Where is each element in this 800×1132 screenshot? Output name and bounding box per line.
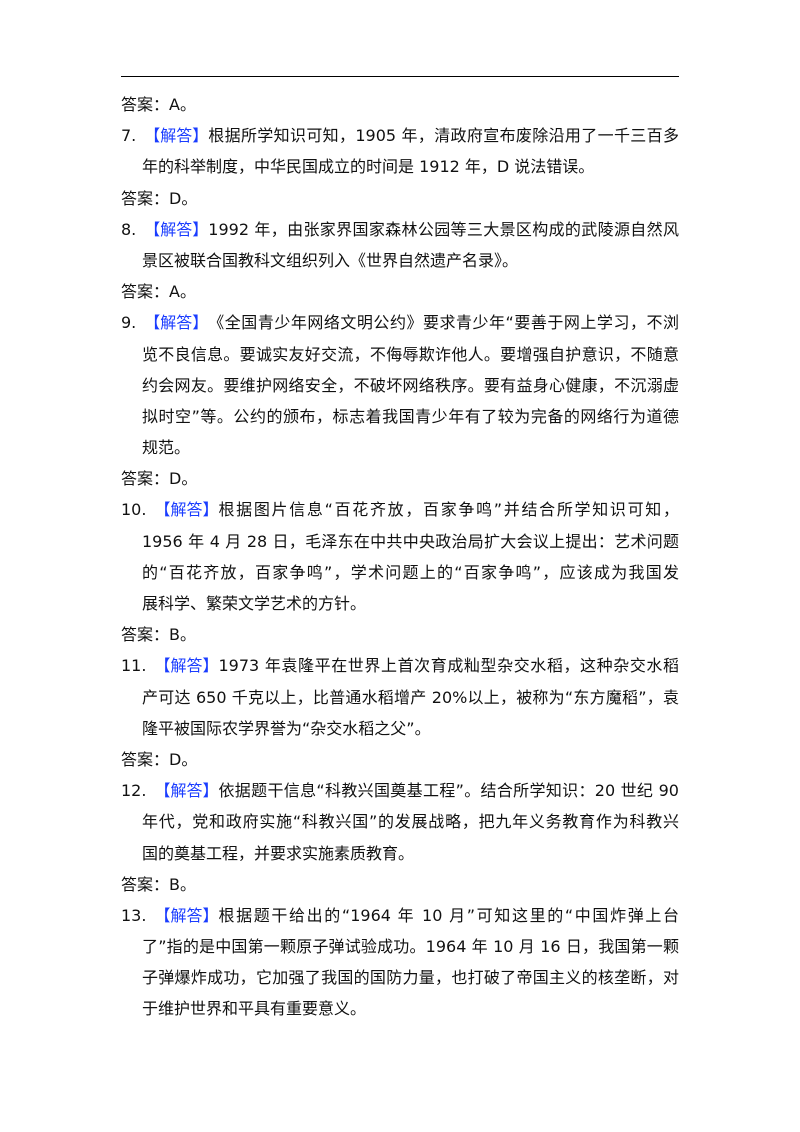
header-rule [121,76,679,77]
solution-text-line: 拟时空”等。公约的颁布，标志着我国青少年有了较为完备的网络行为道德 [142,406,679,426]
solution-text: 1973 年袁隆平在世界上首次育成籼型杂交水稻，这种杂交水稻亩 [218,656,679,676]
solution-label: 【解答】 [144,219,209,239]
solution-item: 9. 【解答】 《全国青少年网络文明公约》要求青少年“要善于网上学习，不浏 [121,307,679,338]
answer-line: 答案：A。 [121,95,196,114]
item-number: 12. [121,781,147,801]
solution-label: 【解答】 [154,500,219,520]
solution-item: 12. 【解答】 依据题干信息“科教兴国奠基工程”。结合所学知识：20 世纪 90 [121,775,679,806]
solution-text-line: 年的科举制度，中华民国成立的时间是 1912 年，D 说法错误。 [142,157,595,177]
answer-line: 答案：D。 [121,749,198,769]
solution-text: 根据题干给出的“1964 年 10 月”可知这里的“中国炸弹上台 [218,905,679,925]
solution-text: 《全国青少年网络文明公约》要求青少年“要善于网上学习，不浏 [208,313,679,333]
solution-text-line: 产可达 650 千克以上，比普通水稻增产 20%以上，被称为“东方魔稻”，袁 [142,687,679,707]
solution-text-line: 隆平被国际农学界誉为“杂交水稻之父”。 [142,718,431,738]
solution-text-line: 规范。 [142,438,191,458]
answer-line: 答案：D。 [121,469,198,489]
solution-text-line: 1956 年 4 月 28 日，毛泽东在中共中央政治局扩大会议上提出：艺术问题上 [142,531,679,551]
item-number: 11. [121,656,147,676]
answer-line: 答案：D。 [121,188,198,208]
solution-text-line: 的“百花齐放，百家争鸣”，学术问题上的“百家争鸣”，应该成为我国发 [142,562,679,582]
solution-item: 13. 【解答】 根据题干给出的“1964 年 10 月”可知这里的“中国炸弹上台 [121,900,679,931]
document-body: 答案：A。 7. 【解答】 根据所学知识可知，1905 年，清政府宣布废除沿用了一千… [121,89,679,1025]
solution-text: 依据题干信息“科教兴国奠基工程”。结合所学知识：20 世纪 90 [218,781,679,801]
solution-text-line: 国的奠基工程，并要求实施素质教育。 [142,843,415,863]
answer-line: 答案：B。 [121,874,196,894]
solution-label: 【解答】 [154,656,219,676]
solution-item: 11. 【解答】1973 年袁隆平在世界上首次育成籼型杂交水稻，这种杂交水稻亩 [121,650,679,681]
solution-text: 根据图片信息“百花齐放，百家争鸣”并结合所学知识可知， [218,500,679,520]
solution-text: 1992 年，由张家界国家森林公园等三大景区构成的武陵源自然风 [208,219,679,239]
item-number: 7. [121,126,137,146]
solution-label: 【解答】 [154,905,219,925]
solution-item: 7. 【解答】 根据所学知识可知，1905 年，清政府宣布废除沿用了一千三百多 [121,120,679,151]
solution-text-line: 了”指的是中国第一颗原子弹试验成功。1964 年 10 月 16 日，我国第一颗… [142,937,679,957]
item-number: 9. [121,313,137,333]
answer-line: 答案：A。 [121,282,196,302]
solution-text: 根据所学知识可知，1905 年，清政府宣布废除沿用了一千三百多 [208,126,679,146]
solution-item: 8. 【解答】 1992 年，由张家界国家森林公园等三大景区构成的武陵源自然风 [121,214,679,245]
solution-item: 10. 【解答】 根据图片信息“百花齐放，百家争鸣”并结合所学知识可知， [121,494,679,525]
solution-text-line: 于维护世界和平具有重要意义。 [142,999,367,1019]
solution-label: 【解答】 [144,313,209,333]
item-number: 13. [121,905,147,925]
solution-label: 【解答】 [154,781,219,801]
item-number: 8. [121,219,137,239]
solution-text-line: 年代，党和政府实施“科教兴国”的发展战略，把九年义务教育作为科教兴 [142,812,679,832]
solution-label: 【解答】 [144,126,209,146]
solution-text-line: 约会网友。要维护网络安全，不破坏网络秩序。要有益身心健康，不沉溺虚 [142,375,679,395]
solution-text-line: 子弹爆炸成功，它加强了我国的国防力量，也打破了帝国主义的核垄断，对 [142,968,679,988]
solution-text-line: 景区被联合国教科文组织列入《世界自然遗产名录》。 [142,250,519,270]
item-number: 10. [121,500,147,520]
answer-line: 答案：B。 [121,625,196,645]
solution-text-line: 览不良信息。要诚实友好交流，不侮辱欺诈他人。要增强自护意识，不随意 [142,344,679,364]
solution-text-line: 展科学、繁荣文学艺术的方针。 [142,594,367,613]
